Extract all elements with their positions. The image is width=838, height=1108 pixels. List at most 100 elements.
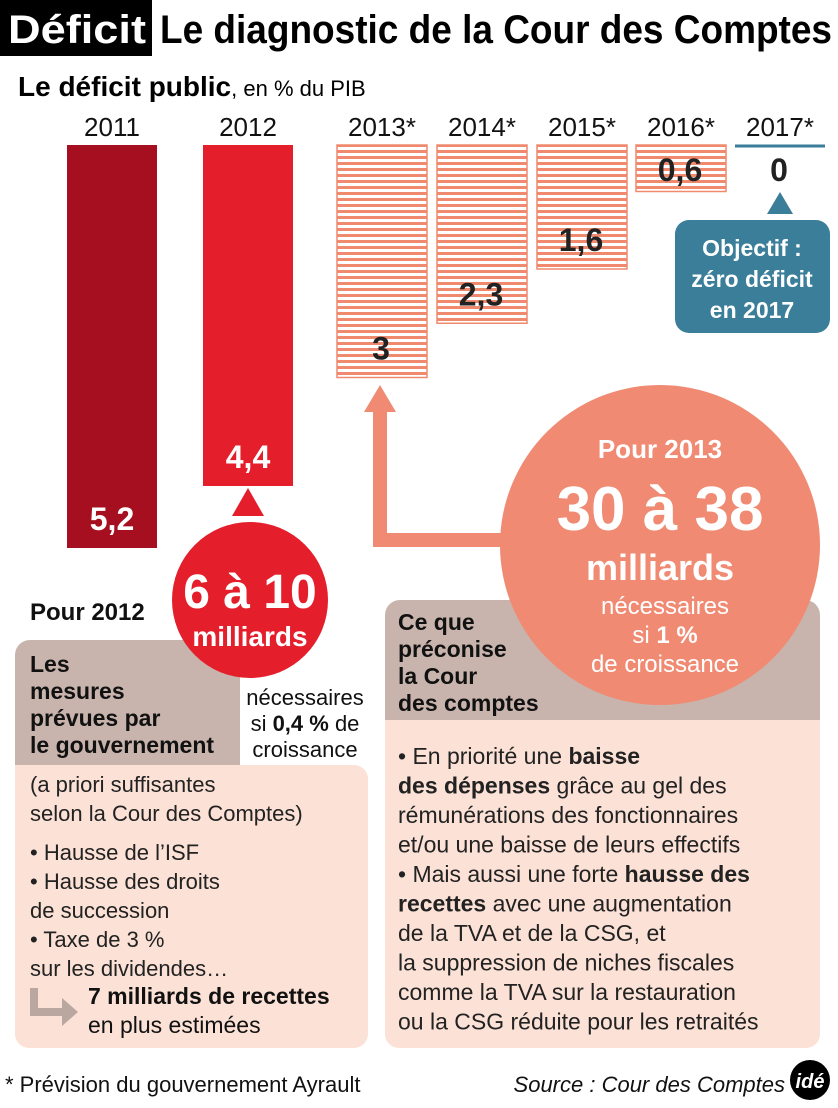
panel-heading: Les (30, 651, 70, 677)
bar (536, 144, 628, 270)
pointer (767, 192, 793, 214)
text-segment: • Taxe de 3 % (30, 927, 165, 952)
arrow-head (364, 385, 396, 412)
bar (67, 145, 157, 548)
text-segment: croissance (252, 737, 357, 762)
x-tick-label: 2012 (219, 112, 277, 142)
text-segment: • Mais aussi une forte (398, 861, 625, 887)
callout-unit: milliards (192, 621, 307, 652)
callout-circle-2012 (172, 522, 328, 678)
logo-circle (790, 1060, 830, 1100)
annotation: zéro déficit (691, 266, 813, 292)
chart-title: Le déficit public (18, 71, 231, 102)
bar (203, 145, 293, 486)
panel-heading: Ce que (398, 609, 475, 635)
tag: Déficit (8, 8, 146, 52)
text-segment: recettes (398, 891, 486, 917)
panel-heading: préconise (398, 636, 507, 662)
panel-text: • Mais aussi une forte hausse des (398, 861, 750, 887)
text-segment: • En priorité une (398, 743, 568, 769)
left-heading-box (15, 640, 240, 765)
panel-text: et/ou une baisse de leurs effectifs (398, 832, 740, 858)
bar (635, 144, 727, 193)
text-segment: sur les dividendes… (30, 956, 228, 981)
value-label: 0 (770, 152, 788, 188)
bar (336, 144, 428, 379)
text-segment: hausse des (625, 861, 750, 887)
panel-text: ou la CSG réduite pour les retraités (398, 1009, 759, 1035)
text-segment: comme la TVA sur la restauration (398, 979, 736, 1005)
x-tick-label: 2014* (448, 112, 516, 142)
objective-box (675, 220, 830, 333)
panel-result: 7 milliards de recettes (88, 983, 330, 1009)
result-arrow (30, 988, 78, 1026)
callout-condition: nécessaires (601, 593, 729, 620)
x-tick-label: 2017* (746, 112, 814, 142)
callout-amount: 30 à 38 (557, 475, 764, 544)
x-tick-label: 2015* (548, 112, 616, 142)
panel-text: comme la TVA sur la restauration (398, 979, 736, 1005)
value-label: 2,3 (459, 276, 503, 312)
left-panel (15, 765, 368, 1048)
panel-text: • En priorité une baisse (398, 743, 640, 769)
callout-condition: si 0,4 % de (251, 711, 360, 736)
text-segment: des dépenses (398, 773, 550, 799)
arrow-head (232, 488, 264, 516)
panel-title: Pour 2012 (30, 599, 145, 626)
x-tick-label: 2013* (348, 112, 416, 142)
panel-text: • Hausse de l’ISF (30, 840, 199, 865)
text-segment: de succession (30, 898, 169, 923)
right-panel (385, 720, 820, 1048)
text-segment: nécessaires (246, 685, 363, 710)
callout-circle-2013 (500, 385, 820, 705)
value-label: 0,6 (658, 152, 702, 188)
panel-heading: la Cour (398, 663, 477, 689)
text-segment: la suppression de niches fiscales (398, 950, 734, 976)
panel-text: selon la Cour des Comptes) (30, 801, 303, 826)
text-segment: de (329, 711, 360, 736)
text-segment: baisse (568, 743, 640, 769)
left-panel-join (15, 765, 240, 785)
value-label: 5,2 (90, 501, 134, 537)
panel-text: • Taxe de 3 % (30, 927, 165, 952)
text-segment: de la TVA et de la CSG, et (398, 920, 666, 946)
text-segment: et/ou une baisse de leurs effectifs (398, 832, 740, 858)
callout-condition: si 1 % (632, 622, 697, 649)
panel-text: la suppression de niches fiscales (398, 950, 734, 976)
panel-text: (a priori suffisantes (30, 772, 215, 797)
source: Source : Cour des Comptes (514, 1072, 785, 1097)
callout-title: Pour 2013 (598, 434, 722, 464)
annotation: Objectif : (702, 235, 802, 261)
right-panel-join (385, 720, 820, 740)
callout-amount: 6 à 10 (183, 566, 316, 619)
x-tick-label: 2011 (84, 112, 140, 142)
title: Le diagnostic de la Cour des Comptes (160, 8, 832, 52)
text-segment: si (251, 711, 273, 736)
callout-condition: croissance (252, 737, 357, 762)
chart-subtitle: , en % du PIB (231, 76, 366, 101)
text-segment: avec une augmentation (486, 891, 732, 917)
tag-box (0, 0, 152, 56)
panel-heading: le gouvernement (30, 732, 214, 758)
text-segment: 0,4 % (273, 711, 329, 736)
panel-text: de la TVA et de la CSG, et (398, 920, 666, 946)
panel-text: de succession (30, 898, 169, 923)
value-label: 1,6 (559, 222, 603, 258)
panel-heading: prévues par (30, 705, 160, 731)
panel-result: en plus estimées (88, 1012, 261, 1038)
text-segment: nécessaires (601, 593, 729, 620)
bar (436, 144, 528, 324)
x-tick-label: 2016* (647, 112, 715, 142)
callout-condition: nécessaires (246, 685, 363, 710)
callout-condition: de croissance (591, 651, 739, 678)
text-segment: en plus estimées (88, 1012, 261, 1038)
value-label: 3 (372, 331, 390, 367)
footnote: * Prévision du gouvernement Ayrault (5, 1072, 360, 1097)
text-segment: rémunérations des fonctionnaires (398, 802, 738, 828)
text-segment: 7 milliards de recettes (88, 983, 330, 1009)
panel-text: sur les dividendes… (30, 956, 228, 981)
text-segment: 1 % (656, 622, 697, 649)
panel-heading: des comptes (398, 690, 539, 716)
